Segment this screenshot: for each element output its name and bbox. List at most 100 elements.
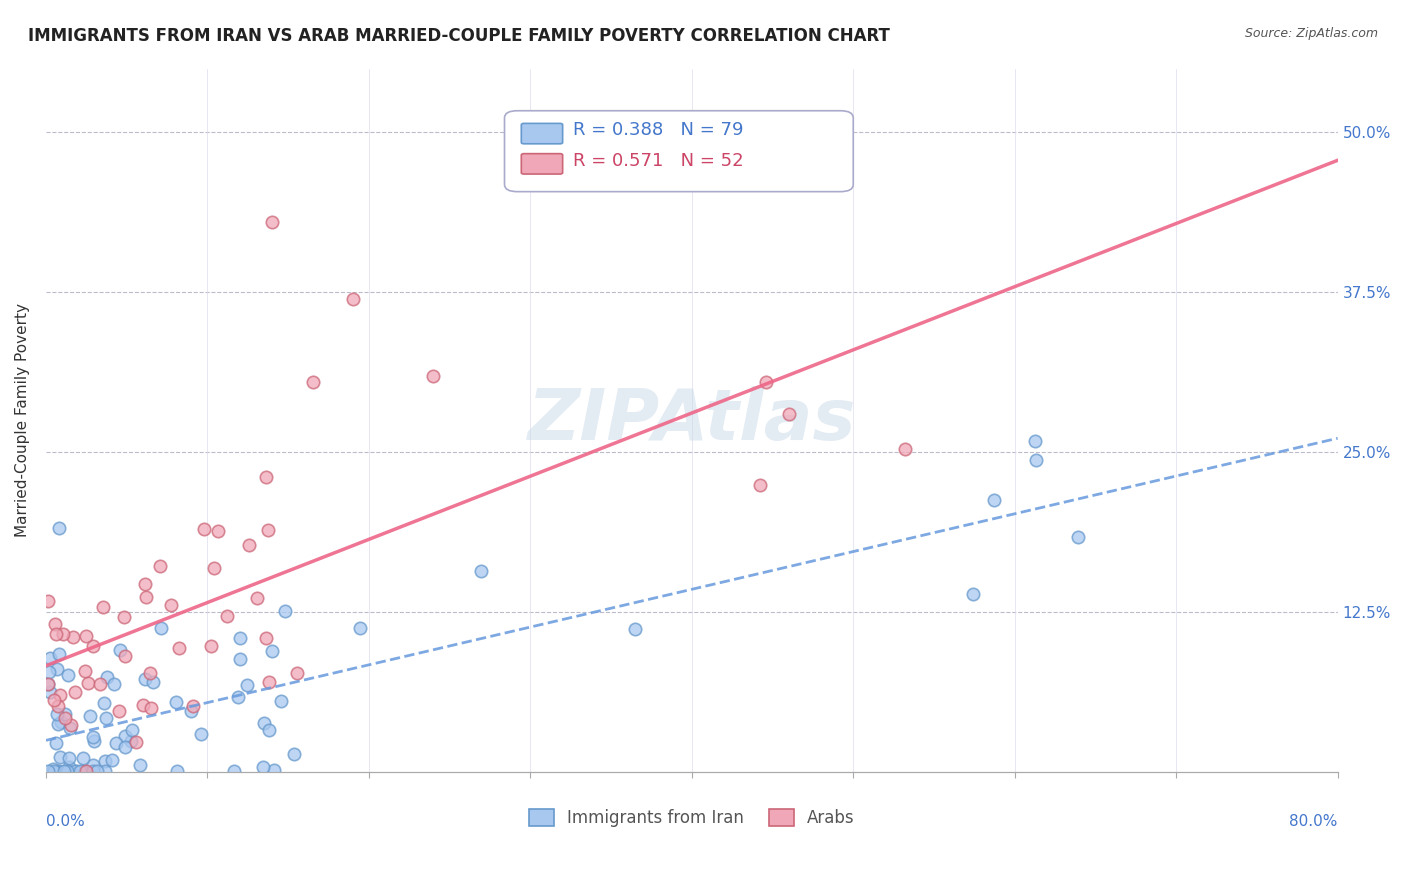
Point (82, 764, 104, 778)
Point (283, 747, 305, 761)
Point (235, 678, 257, 692)
Point (72, 764, 94, 778)
Point (103, 677, 125, 691)
Point (96, 711, 118, 725)
Point (37, 677, 59, 691)
Point (215, 608, 238, 623)
Point (48, 521, 70, 535)
Point (257, 723, 280, 737)
Point (624, 622, 647, 636)
Point (73, 665, 96, 679)
Point (45, 736, 67, 750)
Point (39, 651, 62, 665)
Point (58, 668, 80, 682)
Point (59, 718, 82, 732)
Point (48, 647, 70, 661)
Point (190, 727, 212, 741)
Point (134, 576, 156, 591)
Point (83, 734, 105, 748)
Point (259, 674, 281, 689)
Point (229, 651, 252, 665)
Point (342, 292, 364, 306)
Point (44, 693, 66, 707)
Point (96, 669, 118, 683)
Point (349, 622, 371, 636)
Point (86, 764, 108, 778)
Point (1025, 453, 1047, 467)
Text: R = 0.388   N = 79: R = 0.388 N = 79 (574, 121, 744, 139)
Point (46, 698, 69, 713)
Point (149, 558, 172, 573)
Point (75, 629, 97, 643)
Point (48, 764, 70, 778)
Point (150, 621, 173, 635)
Point (63, 685, 86, 699)
Point (45, 662, 67, 676)
Point (76, 676, 98, 690)
Point (108, 704, 131, 718)
Point (75, 764, 97, 778)
Point (105, 736, 128, 750)
Point (62, 630, 84, 644)
Point (82, 639, 104, 653)
Point (1024, 434, 1046, 449)
Point (52, 626, 75, 640)
Point (59, 721, 82, 735)
Point (79, 708, 101, 723)
Point (94, 754, 117, 768)
Point (222, 764, 245, 778)
Point (121, 723, 143, 737)
Point (56, 764, 79, 778)
Point (256, 523, 278, 537)
Point (38, 685, 60, 699)
Point (45, 706, 67, 721)
Y-axis label: Married-Couple Family Poverty: Married-Couple Family Poverty (15, 303, 30, 537)
Point (44, 616, 66, 631)
Point (75, 764, 97, 778)
Point (141, 701, 163, 715)
Point (65, 764, 87, 778)
Point (226, 690, 249, 705)
Point (114, 729, 136, 743)
Point (894, 442, 917, 456)
Point (1067, 530, 1090, 544)
Point (69, 764, 91, 778)
Point (125, 735, 148, 749)
Text: ZIPAtlas: ZIPAtlas (527, 385, 856, 455)
Point (53, 764, 76, 778)
Point (253, 716, 276, 731)
Point (89, 677, 111, 691)
Point (254, 632, 277, 646)
Point (167, 641, 190, 656)
Point (302, 375, 325, 389)
Point (755, 375, 778, 389)
Point (82, 757, 104, 772)
Point (132, 698, 155, 713)
Point (38, 665, 60, 679)
Point (51, 714, 73, 729)
Point (470, 564, 492, 578)
Point (139, 666, 162, 681)
Text: 80.0%: 80.0% (1289, 814, 1337, 830)
FancyBboxPatch shape (522, 123, 562, 144)
Point (285, 665, 308, 680)
Point (45, 627, 67, 641)
Point (229, 631, 252, 645)
Point (58, 751, 80, 765)
Point (181, 699, 204, 714)
Point (135, 590, 157, 604)
Point (142, 675, 165, 690)
Text: R = 0.571   N = 52: R = 0.571 N = 52 (574, 153, 744, 170)
Point (134, 672, 156, 686)
Point (193, 522, 215, 536)
Point (53, 706, 76, 721)
Point (58, 760, 80, 774)
Point (262, 644, 284, 658)
Point (270, 694, 292, 708)
Point (37, 677, 59, 691)
Point (93, 600, 115, 615)
Point (778, 407, 800, 421)
FancyBboxPatch shape (522, 153, 562, 174)
Point (37, 594, 59, 608)
Point (180, 704, 202, 718)
